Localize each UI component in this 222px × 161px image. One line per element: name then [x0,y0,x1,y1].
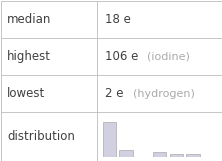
Bar [153,152,166,157]
Text: 18 e: 18 e [105,13,131,25]
Text: distribution: distribution [7,130,75,143]
Text: (hydrogen): (hydrogen) [125,89,194,99]
Bar [186,154,200,157]
Bar [170,154,183,157]
Text: highest: highest [7,50,51,63]
Text: 2 e: 2 e [105,87,123,100]
Text: 106 e: 106 e [105,50,138,63]
Text: lowest: lowest [7,87,45,100]
Bar [119,150,133,157]
Bar [103,122,116,157]
Text: (iodine): (iodine) [140,52,190,62]
Text: median: median [7,13,51,25]
